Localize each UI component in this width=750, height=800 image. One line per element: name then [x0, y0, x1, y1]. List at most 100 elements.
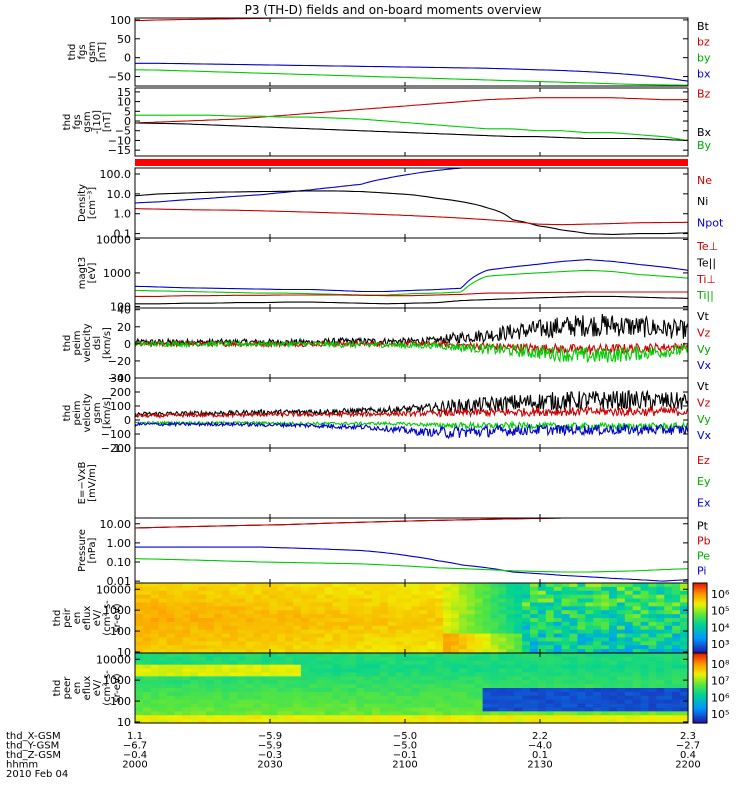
spectrogram-cell — [648, 618, 657, 623]
spectrogram-cell — [466, 625, 476, 631]
spectrogram-cell — [142, 610, 152, 615]
spectrogram-cell — [348, 653, 357, 658]
spectrogram-cell — [451, 583, 460, 588]
spectrogram-cell — [245, 660, 255, 666]
spectrogram-cell — [324, 676, 334, 681]
spectrogram-cell — [293, 606, 302, 611]
spectrogram-cell — [348, 668, 357, 674]
spectrogram-cell — [435, 668, 444, 674]
spectrogram-cell — [632, 637, 642, 642]
spectrogram-cell — [553, 645, 563, 650]
spectrogram-cell — [593, 680, 602, 685]
spectrogram-cell — [522, 598, 531, 604]
spectrogram-cell — [490, 637, 499, 642]
spectrogram-cell — [561, 621, 571, 627]
spectrogram-cell — [135, 660, 144, 666]
spectrogram-cell — [214, 680, 223, 685]
spectrogram-cell — [553, 583, 563, 588]
spectrogram-cell — [530, 614, 539, 619]
x-axis-value: 2030 — [257, 760, 282, 771]
y-tick-label: 0.10 — [107, 556, 132, 569]
spectrogram-cell — [293, 618, 302, 623]
spectrogram-cell — [395, 664, 405, 670]
spectrogram-cell — [514, 598, 523, 604]
spectrogram-cell — [490, 598, 499, 604]
spectrogram-cell — [198, 618, 207, 623]
spectrogram-cell — [640, 629, 650, 635]
spectrogram-cell — [221, 633, 231, 639]
spectrogram-cell — [569, 688, 578, 693]
spectrogram-cell — [458, 629, 468, 635]
spectrogram-cell — [277, 668, 286, 674]
spectrogram-cell — [569, 676, 578, 681]
spectrogram-cell — [379, 645, 389, 650]
spectrogram-cell — [585, 633, 594, 639]
spectrogram-cell — [411, 691, 420, 697]
spectrogram-cell — [656, 633, 665, 639]
spectrogram-cell — [198, 707, 207, 712]
spectrogram-cell — [174, 695, 183, 701]
spectrogram-cell — [364, 672, 373, 677]
spectrogram-cell — [498, 629, 507, 635]
spectrogram-cell — [601, 606, 610, 611]
spectrogram-cell — [387, 664, 397, 670]
spectrogram-cell — [664, 629, 673, 635]
spectrogram-cell — [545, 703, 555, 709]
spectrogram-cell — [269, 664, 278, 670]
spectrogram-cell — [632, 653, 642, 658]
spectrogram-cell — [364, 719, 373, 724]
spectrogram-cell — [340, 590, 349, 596]
spectrogram-cell — [261, 594, 270, 600]
spectrogram-cell — [514, 583, 523, 588]
colorbar-segment — [693, 644, 707, 647]
y-axis-label: en — [72, 682, 83, 695]
y-axis-label: [nT] — [97, 42, 108, 62]
spectrogram-cell — [135, 672, 144, 677]
spectrogram-cell — [530, 602, 539, 607]
spectrogram-cell — [616, 680, 626, 685]
spectrogram-cell — [451, 621, 460, 627]
spectrogram-cell — [206, 598, 215, 604]
spectrogram-cell — [261, 711, 270, 716]
spectrogram-cell — [624, 684, 634, 689]
spectrogram-cell — [656, 590, 665, 596]
spectrogram-cell — [190, 719, 199, 724]
spectrogram-cell — [451, 688, 460, 693]
spectrogram-cell — [482, 703, 492, 709]
spectrogram-cell — [150, 614, 160, 619]
spectrogram-cell — [316, 637, 326, 642]
series-group — [135, 97, 688, 142]
spectrogram-cell — [372, 649, 381, 654]
spectrogram-cell — [379, 711, 389, 716]
spectrogram-cell — [680, 590, 689, 596]
spectrogram-cell — [601, 676, 610, 681]
spectrogram-cell — [253, 695, 262, 701]
spectrogram-cell — [672, 602, 681, 607]
spectrogram-cell — [427, 660, 436, 666]
spectrogram-cell — [609, 618, 618, 623]
spectrogram-cell — [245, 715, 255, 720]
spectrogram-cell — [206, 610, 215, 615]
spectrogram-cell — [640, 649, 650, 654]
spectrogram-cell — [332, 653, 341, 658]
legend-entry: By — [697, 139, 712, 152]
spectrogram-cell — [324, 707, 334, 712]
spectrogram-cell — [419, 598, 428, 604]
spectrogram-cell — [411, 649, 420, 654]
spectrogram-cell — [174, 618, 183, 623]
spectrogram-cell — [293, 688, 302, 693]
spectrogram-cell — [664, 621, 673, 627]
spectrogram-cell — [411, 664, 420, 670]
spectrogram-cell — [340, 625, 349, 631]
spectrogram-cell — [237, 633, 247, 639]
spectrogram-cell — [158, 676, 168, 681]
spectrogram-cell — [419, 621, 428, 627]
spectrogram-cell — [624, 621, 634, 627]
spectrogram-cell — [340, 629, 349, 635]
spectrogram-cell — [466, 668, 476, 674]
spectrogram-cell — [522, 711, 531, 716]
spectrogram-cell — [142, 695, 152, 701]
colorbar-segment — [693, 689, 707, 693]
spectrogram-cell — [316, 656, 326, 662]
spectrogram-cell — [166, 590, 176, 596]
